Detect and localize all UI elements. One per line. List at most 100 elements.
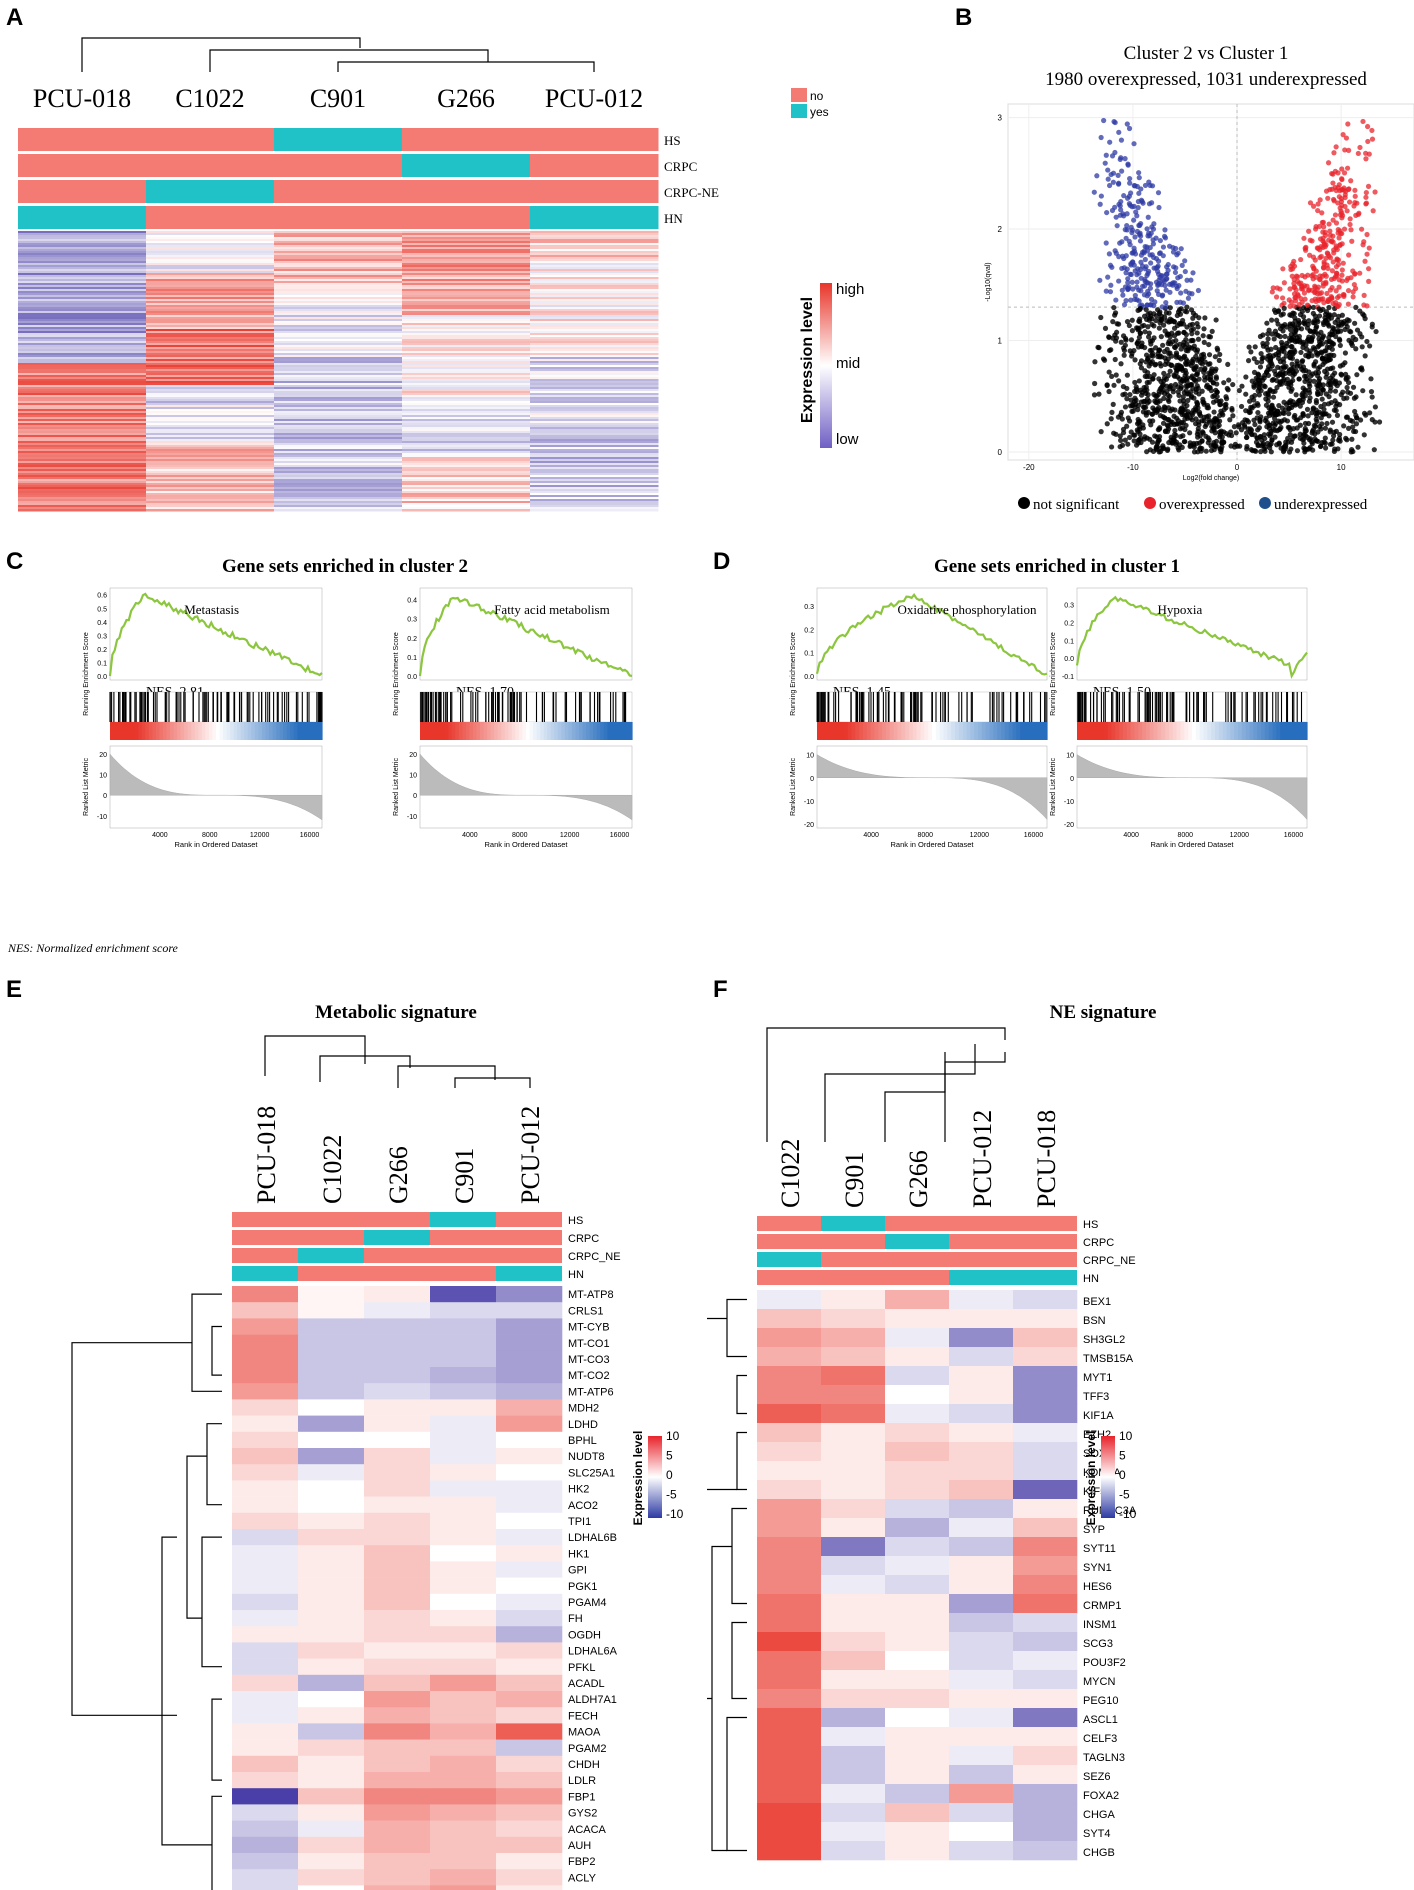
expression-cell-a xyxy=(274,317,403,320)
heatmap-cell xyxy=(496,1464,563,1481)
expression-cell-a xyxy=(274,279,403,282)
volcano-point xyxy=(1132,292,1138,299)
expression-cell-a xyxy=(402,417,531,420)
volcano-point xyxy=(1246,398,1253,404)
expression-cell-a xyxy=(146,287,275,290)
expression-cell-a xyxy=(274,283,403,286)
volcano-point xyxy=(1189,358,1195,364)
volcano-point xyxy=(1220,412,1226,418)
volcano-point xyxy=(1136,175,1142,181)
heatmap-cell xyxy=(821,1594,886,1614)
row-label: SLC25A1 xyxy=(568,1467,615,1479)
legend-dot-under xyxy=(1259,497,1271,509)
heatmap-cell xyxy=(949,1423,1014,1443)
gsea-color-cell xyxy=(614,722,619,740)
expression-cell-a xyxy=(146,485,275,488)
legend-swatch-yes xyxy=(791,104,807,118)
gsea-color-cell xyxy=(1261,722,1266,740)
volcano-point xyxy=(1307,237,1313,243)
volcano-point xyxy=(1091,189,1097,195)
volcano-point xyxy=(1106,369,1112,375)
expression-cell-a xyxy=(18,397,147,400)
volcano-point xyxy=(1188,338,1194,344)
volcano-point xyxy=(1132,395,1138,401)
heatmap-cell xyxy=(757,1727,822,1747)
volcano-point xyxy=(1269,317,1275,323)
expression-cell-a xyxy=(146,255,275,258)
expression-cell-a xyxy=(530,435,659,438)
expression-cell-a xyxy=(530,423,659,426)
heatmap-cell xyxy=(430,1448,497,1465)
row-dendrogram xyxy=(731,1507,747,1605)
volcano-point xyxy=(1294,338,1300,344)
expression-cell-a xyxy=(146,393,275,396)
expression-cell-a xyxy=(146,419,275,422)
volcano-point xyxy=(1193,372,1200,378)
volcano-point xyxy=(1172,427,1178,434)
heatmap-cell xyxy=(949,1309,1014,1329)
volcano-point xyxy=(1369,394,1375,400)
expression-cell-a xyxy=(18,447,147,450)
gsea-rank-tick: 10 xyxy=(99,773,107,780)
volcano-point xyxy=(1268,355,1274,361)
expression-cell-a xyxy=(530,383,659,386)
volcano-point xyxy=(1151,372,1157,378)
volcano-point xyxy=(1137,361,1143,367)
expression-cell-a xyxy=(530,367,659,370)
expression-cell-a xyxy=(18,275,147,278)
volcano-point xyxy=(1347,390,1354,396)
heatmap-cell xyxy=(232,1691,299,1708)
expression-cell-a xyxy=(530,501,659,504)
row-label: POU3F2 xyxy=(1083,1657,1126,1669)
heatmap-cell xyxy=(885,1309,950,1329)
expression-cell-a xyxy=(18,487,147,490)
volcano-point xyxy=(1141,283,1148,289)
col-label: G266 xyxy=(904,1150,933,1208)
volcano-point xyxy=(1336,182,1342,188)
expression-cell-a xyxy=(146,411,275,414)
expression-cell-a xyxy=(18,329,147,332)
gsea-xtick: 8000 xyxy=(917,832,933,839)
volcano-point xyxy=(1287,327,1294,333)
gsea-color-cell xyxy=(1096,722,1101,740)
heatmap-cell xyxy=(885,1366,950,1386)
expression-cell-a xyxy=(18,235,147,238)
volcano-point xyxy=(1361,292,1367,298)
volcano-point xyxy=(1273,412,1279,418)
expression-cell-a xyxy=(530,505,659,508)
gsea-color-cell xyxy=(905,722,910,740)
volcano-point xyxy=(1320,296,1326,302)
gsea-color-cell xyxy=(1092,722,1097,740)
expression-cell-a xyxy=(18,361,147,364)
expression-cell-a xyxy=(402,411,531,414)
volcano-point xyxy=(1173,350,1180,356)
volcano-point xyxy=(1191,395,1197,401)
gsea-color-cell xyxy=(511,722,516,740)
expression-cell-a xyxy=(18,319,147,322)
volcano-point xyxy=(1145,270,1151,277)
volcano-point xyxy=(1243,374,1249,380)
heatmap-cell xyxy=(298,1626,365,1643)
expression-cell-a xyxy=(274,327,403,330)
expression-cell-a xyxy=(274,369,403,372)
expression-cell-a xyxy=(146,491,275,494)
volcano-point xyxy=(1309,410,1315,416)
volcano-point xyxy=(1363,156,1369,162)
expression-cell-a xyxy=(530,373,659,376)
expression-cell-a xyxy=(274,351,403,354)
annotation-label: CRPC xyxy=(1083,1237,1114,1249)
heatmap-cell xyxy=(298,1723,365,1740)
gsea-xlabel: Rank in Ordered Dataset xyxy=(485,840,569,849)
volcano-point xyxy=(1125,415,1131,421)
volcano-point xyxy=(1340,132,1346,138)
expression-cell-a xyxy=(530,389,659,392)
volcano-point xyxy=(1277,381,1283,387)
gsea-color-cell xyxy=(547,722,552,740)
volcano-point xyxy=(1155,400,1161,406)
volcano-point xyxy=(1356,210,1362,216)
volcano-point xyxy=(1136,298,1142,304)
annotation-cell xyxy=(821,1234,885,1249)
volcano-point xyxy=(1164,447,1171,453)
expression-cell-a xyxy=(146,329,275,332)
expression-cell-a xyxy=(274,415,403,418)
